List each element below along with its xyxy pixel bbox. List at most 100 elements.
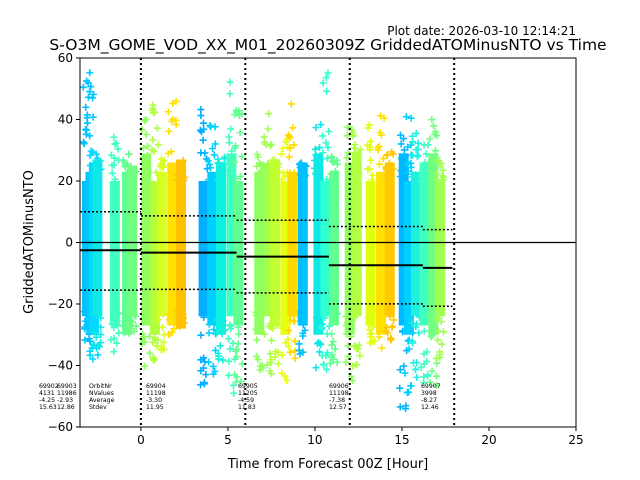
data-point [226,90,234,98]
data-point [165,127,173,135]
data-point [430,155,438,163]
scan-column-30 [382,148,398,344]
data-point [403,389,411,397]
data-point [225,371,233,379]
data-point [380,114,388,122]
scan-core [233,181,244,326]
data-point [272,348,280,356]
data-point [331,345,339,353]
data-point [214,176,222,184]
data-point [413,373,421,381]
data-point [433,132,441,140]
data-point [111,307,119,315]
scan-column-14 [213,153,229,364]
data-point [154,141,162,149]
data-point [344,353,352,361]
data-point [84,79,92,87]
data-point [141,362,149,370]
data-point [142,116,150,124]
data-point [219,317,227,325]
data-point [417,363,425,371]
data-point [90,90,98,98]
y-axis-label: GriddedATOMinusNTO [22,170,37,314]
data-point [414,139,422,147]
data-point [267,142,275,150]
scan-core [156,171,167,317]
data-point [344,162,352,170]
data-point [317,121,325,129]
data-point [113,311,121,319]
chart-title: S-O3M_GOME_VOD_XX_M01_20260309Z GriddedA… [49,36,606,55]
scan-core [207,171,218,326]
data-point [402,402,410,410]
data-point [301,326,309,334]
data-point [297,314,305,322]
data-point [396,131,404,139]
data-point [440,328,448,336]
data-point [256,366,264,374]
data-point [86,69,94,77]
data-point [227,125,235,133]
data-point [219,356,227,364]
data-point [302,162,310,170]
data-point [328,330,336,338]
scan-column-25 [326,153,342,367]
data-point [288,175,296,183]
data-point [277,150,285,158]
data-point [324,144,332,152]
scan-core [398,153,409,326]
scan-column-11 [173,156,189,330]
data-point [111,175,119,183]
data-point [230,389,238,397]
data-point [174,306,182,314]
data-point [318,132,326,140]
scan-column-15 [224,78,239,397]
data-point [316,348,324,356]
data-point [398,175,406,183]
stats-header-2: Average [89,397,115,404]
data-point [401,369,409,377]
data-point [419,167,427,175]
data-point [311,170,319,178]
scan-core [329,171,340,326]
data-point [89,113,97,121]
scan-core [280,181,291,335]
data-point [226,345,234,353]
data-point [266,350,274,358]
data-point [433,169,441,177]
data-point [315,165,323,173]
scan-column-24 [318,69,333,373]
scan-core [254,171,265,335]
data-point [333,156,341,164]
scan-column-8 [148,101,162,365]
data-point [225,139,233,147]
scan-column-9 [154,155,168,354]
stats-value: 69905 [238,383,258,390]
scan-core [410,171,421,317]
data-point [345,161,353,169]
data-point [286,144,294,152]
data-point [375,142,383,150]
data-point [299,321,307,329]
data-point [267,336,275,344]
scan-core [262,162,273,317]
data-point [80,140,88,148]
data-point [299,332,307,340]
data-point [145,333,153,341]
data-point [423,348,431,356]
data-point [216,342,224,350]
data-point [87,314,95,322]
data-point [278,369,286,377]
data-point [274,360,282,368]
data-point [365,320,373,328]
data-point [407,382,415,390]
data-point [284,336,292,344]
stats-value: -4.59 [238,397,254,404]
data-point [96,157,104,165]
scan-core [167,162,178,326]
data-point [152,324,160,332]
data-point [323,365,331,373]
data-point [196,126,204,134]
data-point [125,329,133,337]
